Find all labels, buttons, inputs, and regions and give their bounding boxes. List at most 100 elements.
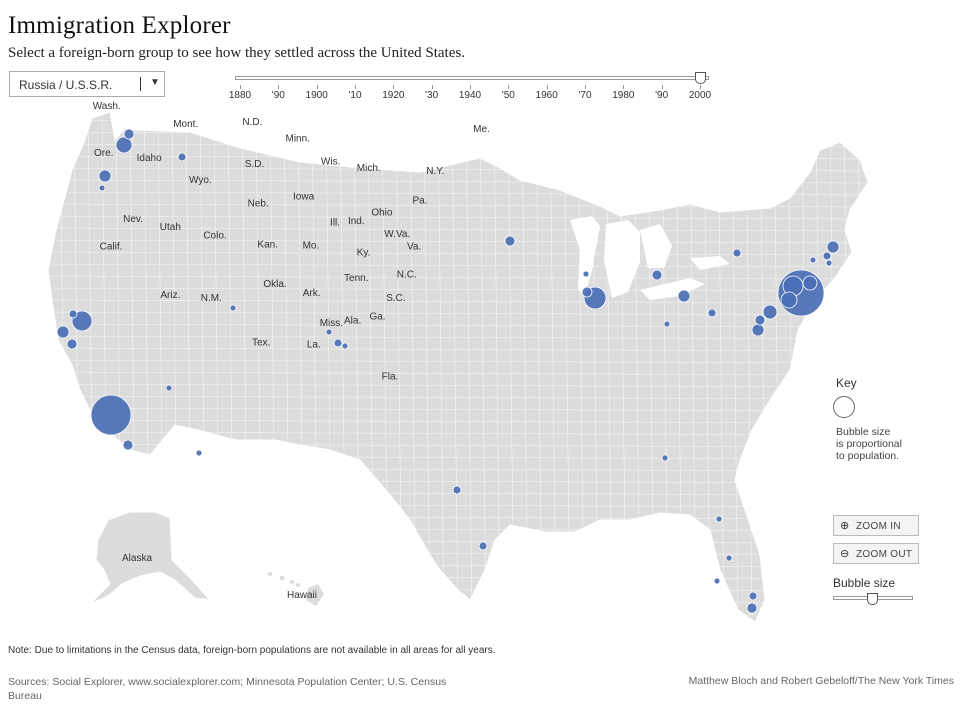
bubble-fort-lauderdale[interactable] bbox=[748, 591, 758, 601]
state-label: Ore. bbox=[94, 148, 113, 159]
bubble-philadelphia[interactable] bbox=[762, 304, 778, 320]
bubble-san-francisco[interactable] bbox=[71, 310, 93, 332]
year-label[interactable]: '10 bbox=[348, 90, 362, 101]
bubble-detroit[interactable] bbox=[677, 289, 691, 303]
year-slider-handle[interactable] bbox=[695, 72, 706, 84]
bubble-cleveland[interactable] bbox=[707, 308, 717, 318]
bubble-miami[interactable] bbox=[746, 602, 758, 614]
bubble-boston-2[interactable] bbox=[822, 251, 832, 261]
year-label[interactable]: 1960 bbox=[535, 90, 558, 101]
bubble-san-jose[interactable] bbox=[66, 338, 78, 350]
bubble-milwaukee[interactable] bbox=[582, 270, 590, 278]
zoom-out-button[interactable]: ⊖ ZOOM OUT bbox=[833, 543, 919, 564]
bubble-seattle-n[interactable] bbox=[123, 128, 135, 140]
bubble-colorado-springs[interactable] bbox=[341, 342, 349, 350]
year-label[interactable]: 1940 bbox=[458, 90, 482, 101]
year-label[interactable]: 1880 bbox=[228, 90, 252, 101]
bubble-tampa[interactable] bbox=[713, 577, 721, 585]
state-label: Alaska bbox=[122, 553, 152, 564]
page-title: Immigration Explorer bbox=[8, 12, 231, 39]
state-label: Wyo. bbox=[189, 175, 212, 186]
bubble-long-island[interactable] bbox=[802, 275, 818, 291]
bubble-providence[interactable] bbox=[825, 259, 833, 267]
credit-line: Matthew Bloch and Robert Gebeloff/The Ne… bbox=[688, 675, 954, 687]
year-tick bbox=[240, 85, 241, 89]
zoom-in-button[interactable]: ⊕ ZOOM IN bbox=[833, 515, 919, 536]
state-label: Ohio bbox=[371, 208, 393, 219]
bubble-albany[interactable] bbox=[809, 256, 817, 264]
bubble-atlanta[interactable] bbox=[661, 454, 669, 462]
bubble-dallas[interactable] bbox=[452, 485, 462, 495]
bubble-portland[interactable] bbox=[98, 169, 112, 183]
year-label[interactable]: 1900 bbox=[305, 90, 328, 101]
bubble-grand-rapids[interactable] bbox=[651, 269, 663, 281]
county-line bbox=[59, 112, 67, 622]
bubble-los-angeles[interactable] bbox=[90, 394, 132, 436]
county-line bbox=[48, 119, 868, 124]
year-label[interactable]: '30 bbox=[425, 90, 439, 101]
state-label: N.M. bbox=[201, 293, 222, 304]
year-slider-track[interactable] bbox=[235, 76, 709, 80]
county-line bbox=[48, 347, 868, 352]
bubble-baltimore[interactable] bbox=[751, 323, 765, 337]
state-label: Utah bbox=[160, 222, 181, 233]
state-label: Mich. bbox=[357, 163, 381, 174]
state-label: La. bbox=[307, 340, 321, 351]
great-lakes bbox=[570, 216, 730, 300]
county-line bbox=[451, 112, 459, 622]
year-tick bbox=[355, 85, 356, 89]
bubble-san-diego[interactable] bbox=[122, 439, 134, 451]
year-tick bbox=[508, 85, 510, 89]
state-label: Ga. bbox=[369, 312, 385, 323]
year-tick bbox=[393, 85, 395, 89]
county-line bbox=[48, 395, 868, 400]
bubble-salem[interactable] bbox=[98, 184, 106, 192]
us-immigration-map[interactable]: Wash. Ore. Calif. Nev. Idaho Mont. Wyo. Utah Col… bbox=[0, 100, 960, 630]
bubble-sacramento[interactable] bbox=[68, 309, 78, 319]
bubble-spokane[interactable] bbox=[177, 152, 187, 162]
bubble-orlando[interactable] bbox=[725, 554, 733, 562]
year-label[interactable]: '90 bbox=[271, 90, 285, 101]
year-label[interactable]: 1980 bbox=[612, 90, 635, 101]
year-label[interactable]: '50 bbox=[501, 90, 515, 101]
sources: Sources: Social Explorer, www.socialexpl… bbox=[8, 676, 447, 702]
state-label: Calif. bbox=[100, 242, 123, 253]
year-label[interactable]: '90 bbox=[655, 90, 669, 101]
foreign-born-group-select[interactable]: Russia / U.S.S.R. ▼ bbox=[9, 71, 165, 97]
state-label: Ark. bbox=[303, 288, 321, 299]
bubble-phoenix[interactable] bbox=[195, 449, 203, 457]
zoom-in-icon: ⊕ bbox=[840, 520, 850, 532]
state-label: N.Y. bbox=[426, 166, 444, 177]
bubble-seattle[interactable] bbox=[115, 136, 133, 154]
bubble-new-jersey[interactable] bbox=[780, 291, 798, 309]
year-tick bbox=[470, 85, 471, 89]
state-label: Mo. bbox=[303, 240, 320, 251]
population-bubbles[interactable] bbox=[56, 128, 840, 614]
bubble-oakland[interactable] bbox=[56, 325, 70, 339]
bubble-boulder[interactable] bbox=[325, 328, 333, 336]
year-label[interactable]: '70 bbox=[578, 90, 592, 101]
state-label: Hawaii bbox=[287, 590, 317, 601]
county-line bbox=[48, 287, 868, 292]
year-tick bbox=[623, 85, 625, 89]
bubble-rochester[interactable] bbox=[732, 248, 742, 258]
dropdown-arrow-icon[interactable]: ▼ bbox=[150, 77, 160, 88]
bubble-washington[interactable] bbox=[754, 314, 766, 326]
bubble-columbus[interactable] bbox=[663, 320, 671, 328]
year-label[interactable]: 1920 bbox=[382, 90, 405, 101]
county-line bbox=[48, 419, 868, 424]
bubble-jacksonville[interactable] bbox=[715, 515, 723, 523]
bubble-las-vegas[interactable] bbox=[165, 384, 173, 392]
bubble-salt-lake[interactable] bbox=[229, 304, 237, 312]
bubble-houston[interactable] bbox=[478, 541, 488, 551]
county-line bbox=[479, 112, 487, 622]
state-label: Mont. bbox=[173, 119, 198, 130]
bubble-minneapolis[interactable] bbox=[504, 235, 516, 247]
year-label[interactable]: 2000 bbox=[688, 90, 712, 101]
year-tick bbox=[700, 85, 701, 89]
page-subtitle: Select a foreign-born group to see how t… bbox=[8, 45, 465, 61]
bubble-chicago-n[interactable] bbox=[581, 286, 593, 298]
bubble-size-slider-handle[interactable] bbox=[867, 593, 878, 605]
bubble-denver[interactable] bbox=[333, 338, 343, 348]
bubble-boston[interactable] bbox=[826, 240, 840, 254]
